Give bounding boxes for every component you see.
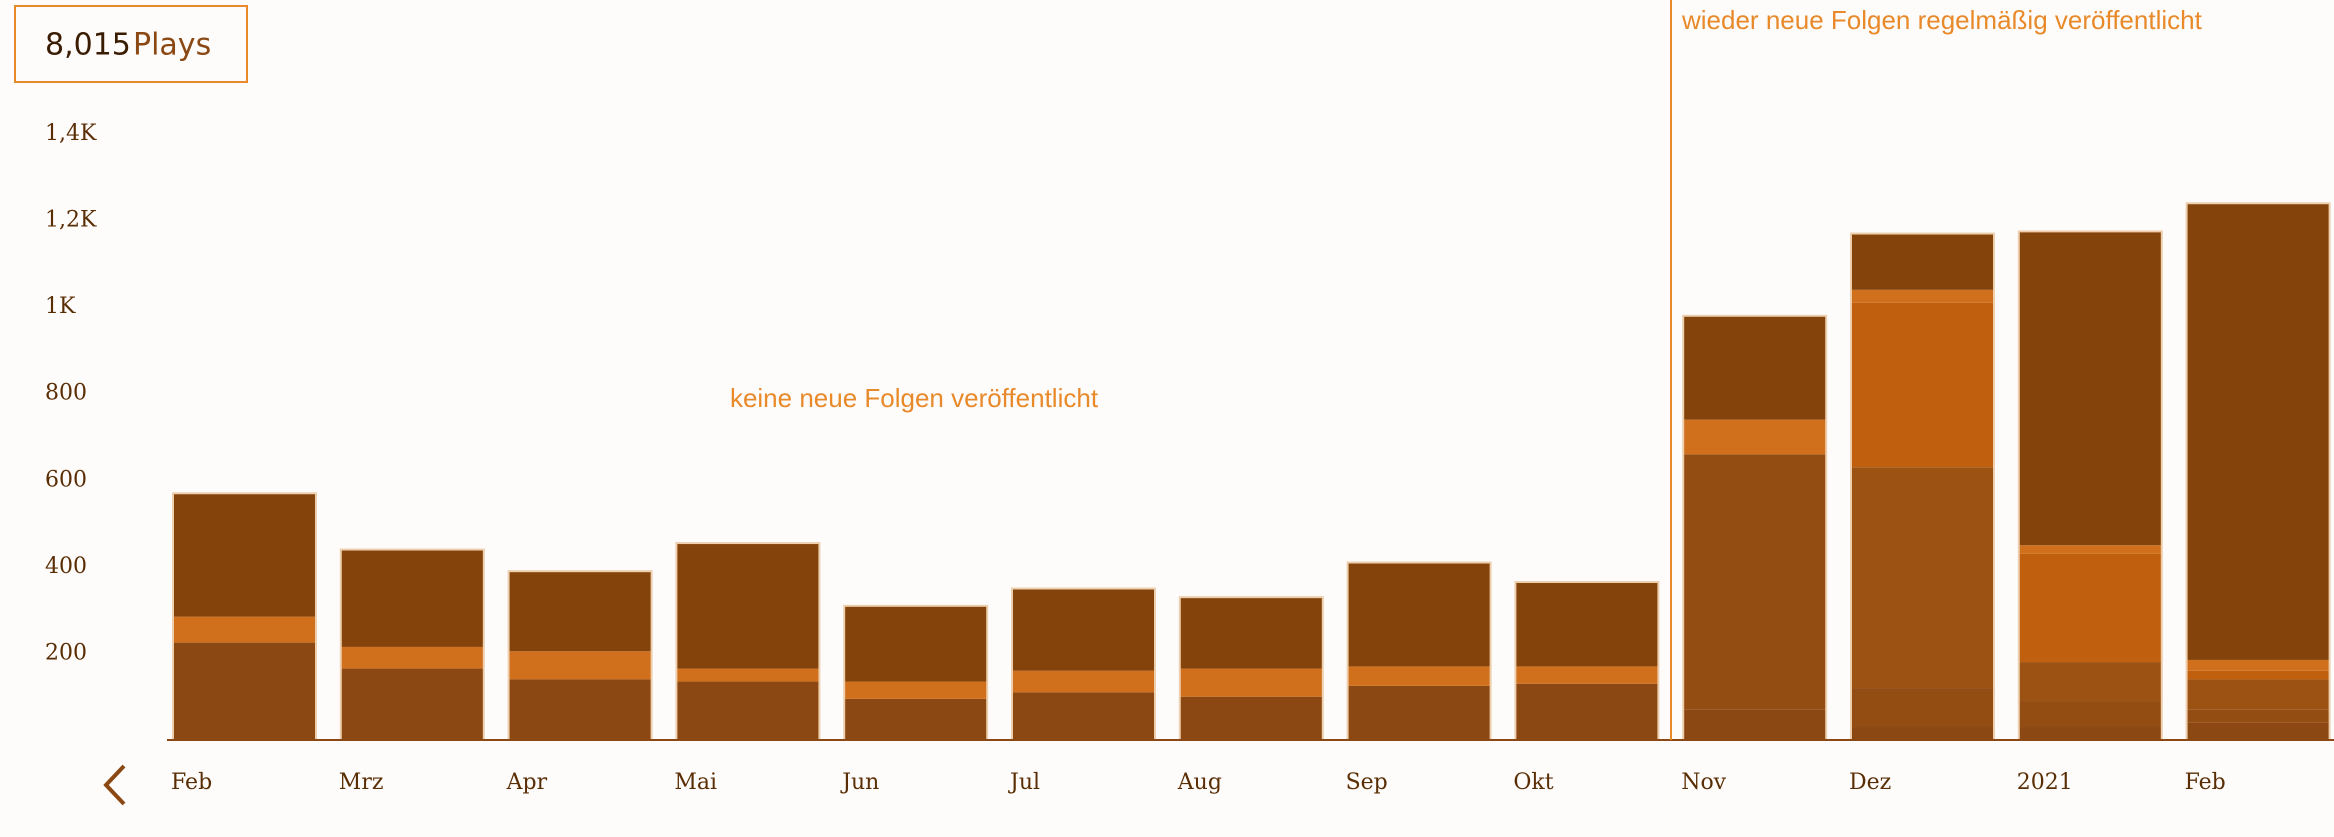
bar-segment <box>508 679 652 740</box>
bar-segment <box>340 668 484 740</box>
bar-segment <box>2018 662 2162 702</box>
x-tick-label: Jul <box>1008 770 1040 795</box>
y-tick-label: 600 <box>45 467 87 492</box>
x-tick-label: Dez <box>1849 770 1891 795</box>
bar-segment <box>1012 588 1155 671</box>
y-tick-label: 400 <box>45 554 87 579</box>
bar-segment <box>2018 545 2162 554</box>
bar-segment <box>173 493 316 617</box>
bar-segment <box>1851 302 1994 468</box>
y-tick-label: 800 <box>45 381 87 406</box>
x-tick-label: Mrz <box>339 770 384 795</box>
x-tick-label: Sep <box>1346 770 1388 795</box>
bar-segment <box>1179 597 1323 669</box>
bar-segment <box>1851 727 1994 740</box>
x-tick-label: Nov <box>1681 770 1726 795</box>
bar-segment <box>2018 701 2162 728</box>
total-value: 8,015 <box>45 28 131 63</box>
x-tick-label: 2021 <box>2017 770 2073 795</box>
x-tick-label: Aug <box>1177 770 1222 795</box>
bar-segment <box>2018 727 2162 740</box>
bar-segment <box>1179 696 1323 740</box>
bar-segment <box>844 698 988 740</box>
bar-segment <box>1683 419 1827 455</box>
bar-segment <box>676 668 820 682</box>
bar-segment <box>1683 454 1827 710</box>
bar-segment <box>1515 666 1659 684</box>
bar-segment <box>1683 709 1827 740</box>
bar-segment <box>1851 289 1994 303</box>
bar-segment <box>676 543 820 669</box>
bar-segment <box>1347 666 1491 686</box>
bar-segment <box>1515 582 1659 667</box>
bar-segment <box>676 681 820 740</box>
bar-segment <box>1515 683 1659 740</box>
back-arrow[interactable] <box>103 764 126 806</box>
bar-segment <box>844 605 988 682</box>
bar-segment <box>2186 203 2330 660</box>
bar-segment <box>2186 709 2330 723</box>
y-tick-label: 200 <box>45 640 87 665</box>
x-tick-label: Mai <box>674 770 717 795</box>
bar-segment <box>1851 233 1994 290</box>
x-tick-label: Apr <box>506 770 548 795</box>
bar-segment <box>508 651 652 680</box>
bar-segment <box>1683 315 1827 420</box>
bar-segment <box>844 681 988 699</box>
bar-segment <box>340 549 484 647</box>
y-tick-label: 1,2K <box>45 208 97 233</box>
bar-segment <box>2186 659 2330 671</box>
total-box <box>14 5 248 83</box>
bar-segment <box>2018 231 2162 546</box>
bar-segment <box>340 646 484 669</box>
bar-segment <box>2186 670 2330 680</box>
bar-segment <box>1851 688 1994 728</box>
bar-segment <box>173 616 316 643</box>
annotation: keine neue Folgen veröffentlicht <box>730 383 1099 413</box>
total-unit: Plays <box>133 28 211 63</box>
bar-segment <box>1347 685 1491 740</box>
x-tick-label: Feb <box>2185 770 2226 795</box>
bar-segment <box>1347 562 1491 667</box>
annotation: wieder neue Folgen regelmäßig veröffentl… <box>1681 5 2203 35</box>
bar-segment <box>2186 679 2330 710</box>
bar-segment <box>2186 722 2330 740</box>
bar-segment <box>508 571 652 652</box>
bar-segment <box>1179 668 1323 697</box>
bar-segment <box>1012 692 1155 740</box>
bar-segment <box>2018 553 2162 663</box>
x-tick-label: Okt <box>1513 770 1553 795</box>
bar-segment <box>1851 467 1994 689</box>
x-tick-label: Jun <box>840 770 879 795</box>
y-tick-label: 1,4K <box>45 121 97 146</box>
bar-segment <box>173 642 316 740</box>
bar-segment <box>1012 670 1155 693</box>
x-tick-label: Feb <box>171 770 212 795</box>
y-tick-label: 1K <box>45 294 76 319</box>
